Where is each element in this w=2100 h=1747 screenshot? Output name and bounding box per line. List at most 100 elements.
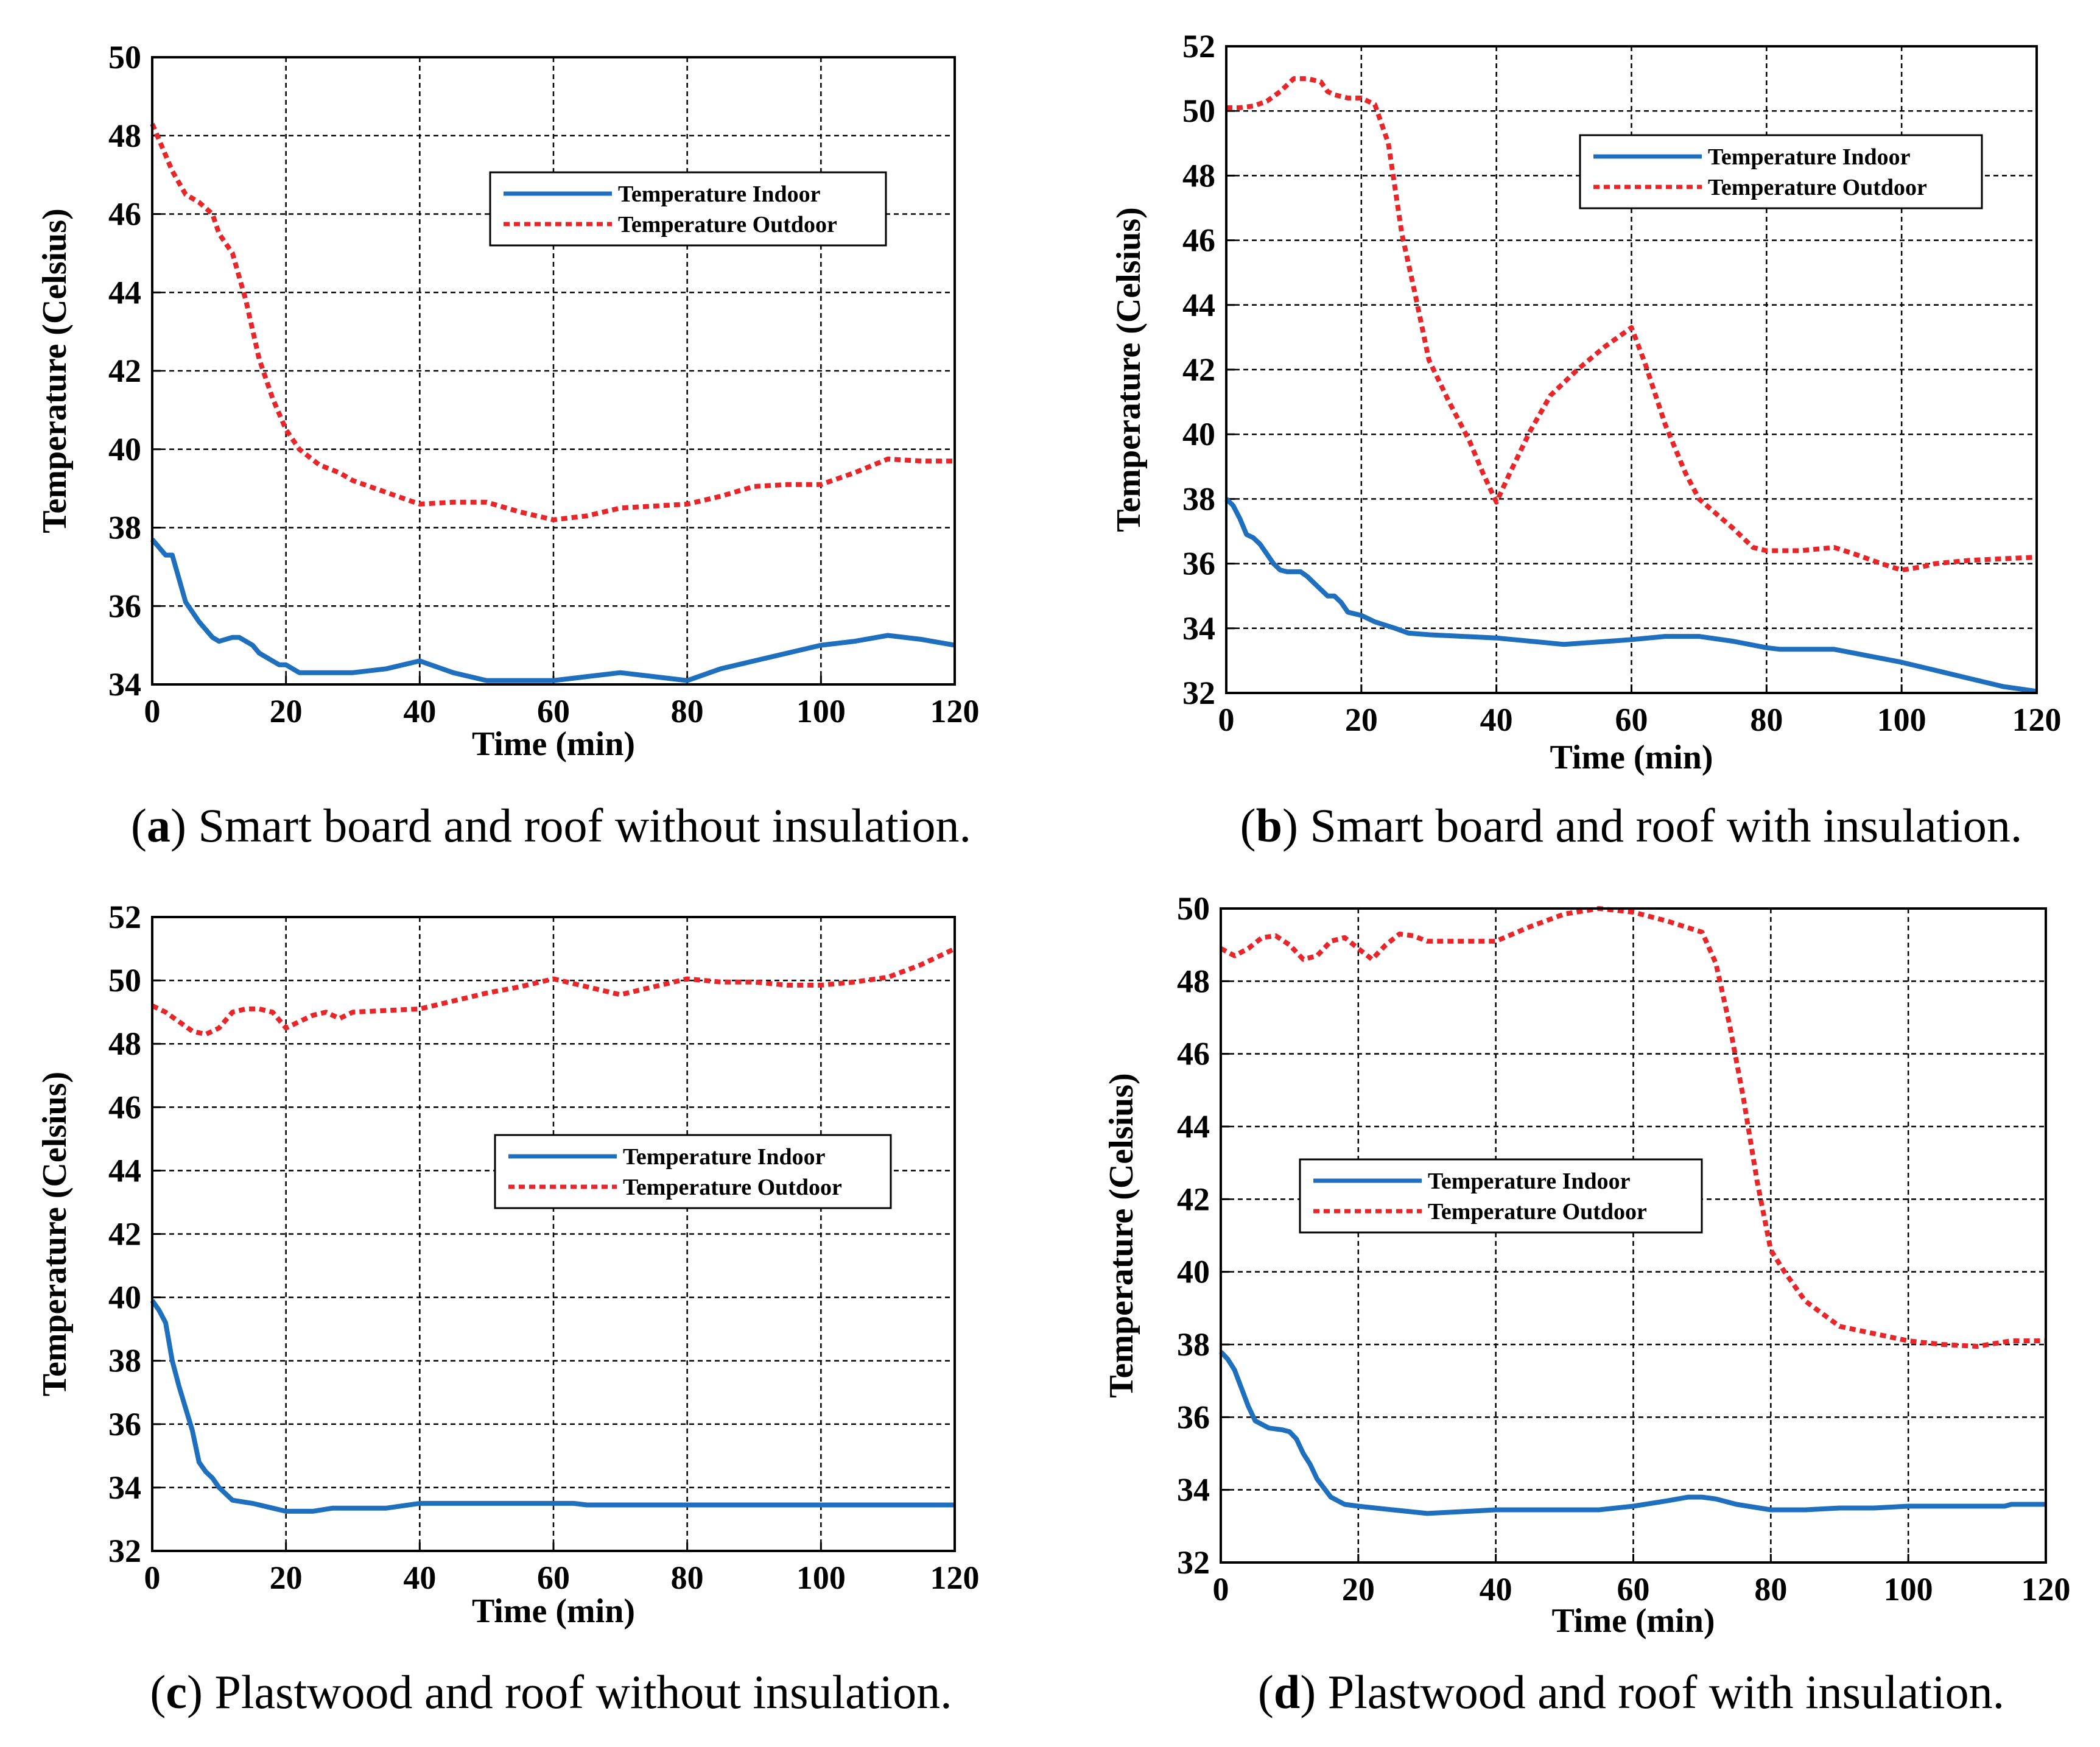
plot-frame — [151, 56, 956, 686]
x-tick-label: 100 — [1877, 701, 1926, 738]
x-tick-label: 120 — [930, 693, 980, 729]
y-tick-label: 32 — [1182, 675, 1215, 711]
x-tick-label: 40 — [1480, 701, 1513, 738]
y-tick-label: 38 — [108, 1343, 141, 1379]
x-axis-title: Time (min) — [472, 1592, 635, 1630]
y-axis-title: Temperature (Celsius) — [36, 1072, 74, 1397]
legend: Temperature Indoor Temperature Outdoor — [489, 171, 887, 247]
x-axis-title: Time (min) — [1551, 1602, 1715, 1640]
x-tick-label: 80 — [1754, 1571, 1787, 1608]
y-tick-label: 46 — [1177, 1036, 1210, 1072]
legend: Temperature Indoor Temperature Outdoor — [1299, 1158, 1703, 1234]
legend-label-outdoor: Temperature Outdoor — [618, 212, 837, 237]
y-tick-label: 52 — [1182, 28, 1215, 65]
y-tick-label: 44 — [1182, 287, 1215, 323]
legend-label-indoor: Temperature Indoor — [1708, 144, 1911, 170]
y-tick-label: 48 — [108, 1025, 141, 1062]
x-tick-label: 80 — [671, 1559, 704, 1596]
y-axis-title: Temperature (Celsius) — [36, 208, 74, 533]
x-tick-label: 60 — [1615, 701, 1648, 738]
series-line-outdoor — [1220, 906, 2046, 1349]
legend-label-outdoor: Temperature Outdoor — [623, 1175, 842, 1200]
x-tick-label: 40 — [1480, 1571, 1512, 1608]
x-tick-label: 80 — [671, 693, 704, 729]
x-axis-title: Time (min) — [1550, 739, 1713, 776]
y-tick-label: 42 — [1182, 351, 1215, 388]
x-tick-label: 0 — [1213, 1571, 1229, 1608]
x-tick-label: 100 — [796, 693, 846, 729]
y-tick-label: 34 — [1177, 1472, 1210, 1508]
legend-box — [1579, 134, 1983, 209]
y-tick-label: 44 — [108, 274, 141, 311]
x-tick-label: 0 — [144, 1559, 161, 1596]
y-tick-label: 40 — [108, 431, 141, 468]
y-tick-label: 36 — [108, 588, 141, 624]
series-line-indoor — [1219, 1350, 2046, 1516]
y-tick-label: 48 — [1177, 963, 1210, 999]
series-line-outdoor — [1226, 76, 2037, 573]
x-tick-label: 20 — [1342, 1571, 1375, 1608]
chart-panel-b: 0 20 40 60 80 100 120 32 34 36 38 40 42 44 46 48 50 52 Tem… — [1110, 28, 2062, 852]
legend-label-indoor: Temperature Indoor — [618, 181, 821, 207]
x-tick-label: 20 — [270, 693, 303, 729]
legend-box — [489, 171, 887, 247]
y-tick-label: 38 — [1182, 480, 1215, 517]
legend-label-outdoor: Temperature Outdoor — [1428, 1199, 1647, 1225]
y-tick-label: 34 — [108, 666, 141, 703]
y-tick-label: 50 — [1182, 93, 1215, 129]
y-tick-label: 50 — [108, 39, 141, 76]
y-axis-title: Temperature (Celsius) — [1110, 207, 1148, 532]
y-tick-label: 48 — [1182, 157, 1215, 194]
y-tick-label: 50 — [1177, 890, 1210, 927]
y-tick-label: 36 — [1177, 1399, 1210, 1435]
y-tick-label: 52 — [108, 899, 141, 935]
x-axis-title: Time (min) — [472, 725, 635, 763]
legend-label-indoor: Temperature Indoor — [1428, 1169, 1631, 1194]
series-line-indoor — [150, 1299, 955, 1514]
x-tick-label: 20 — [270, 1559, 303, 1596]
y-tick-label: 44 — [108, 1152, 141, 1189]
panel-caption: (c) Plastwood and roof without insulatio… — [150, 1665, 952, 1718]
x-tick-label: 60 — [537, 1559, 570, 1596]
series-line-indoor — [1224, 497, 2037, 694]
y-tick-label: 50 — [108, 962, 141, 999]
x-tick-label: 60 — [1617, 1571, 1650, 1608]
legend-box — [494, 1134, 892, 1209]
x-tick-label: 0 — [1218, 701, 1235, 738]
y-tick-label: 34 — [108, 1469, 141, 1506]
x-tick-label: 60 — [537, 693, 570, 729]
y-tick-label: 44 — [1177, 1108, 1210, 1145]
panel-caption: (b) Smart board and roof with insulation… — [1240, 799, 2023, 852]
x-tick-label: 120 — [930, 1559, 980, 1596]
chart-panel-c: 0 20 40 60 80 100 120 32 34 36 38 40 42 44 46 48 50 52 Tem… — [36, 899, 980, 1718]
y-tick-label: 42 — [108, 353, 141, 389]
plot-frame — [1220, 907, 2047, 1564]
legend: Temperature Indoor Temperature Outdoor — [494, 1134, 892, 1209]
y-tick-label: 38 — [108, 510, 141, 546]
panel-caption: (a) Smart board and roof without insulat… — [131, 799, 971, 852]
legend-box — [1299, 1158, 1703, 1234]
y-tick-label: 38 — [1177, 1326, 1210, 1363]
x-tick-label: 0 — [144, 693, 161, 729]
panel-caption: (d) Plastwood and roof with insulation. — [1258, 1665, 2004, 1718]
x-tick-label: 20 — [1345, 701, 1378, 738]
y-tick-label: 36 — [1182, 546, 1215, 582]
y-tick-label: 40 — [1182, 416, 1215, 452]
y-tick-label: 40 — [108, 1279, 141, 1316]
y-tick-label: 32 — [1177, 1544, 1210, 1581]
legend-label-outdoor: Temperature Outdoor — [1708, 175, 1927, 200]
x-tick-label: 120 — [2012, 701, 2062, 738]
x-tick-label: 80 — [1750, 701, 1783, 738]
y-tick-label: 34 — [1182, 610, 1215, 647]
x-tick-label: 40 — [403, 693, 436, 729]
y-tick-label: 32 — [108, 1533, 141, 1569]
y-tick-label: 42 — [1177, 1181, 1210, 1217]
y-tick-label: 42 — [108, 1216, 141, 1253]
x-tick-label: 40 — [403, 1559, 436, 1596]
series-line-indoor — [150, 538, 955, 683]
x-tick-label: 100 — [796, 1559, 846, 1596]
plot-frame — [151, 916, 956, 1552]
chart-panel-d: 0 20 40 60 80 100 120 32 34 36 38 40 42 44 46 48 50 Tempe… — [1103, 890, 2071, 1718]
x-tick-label: 120 — [2021, 1571, 2071, 1608]
plot-frame — [1225, 45, 2038, 694]
